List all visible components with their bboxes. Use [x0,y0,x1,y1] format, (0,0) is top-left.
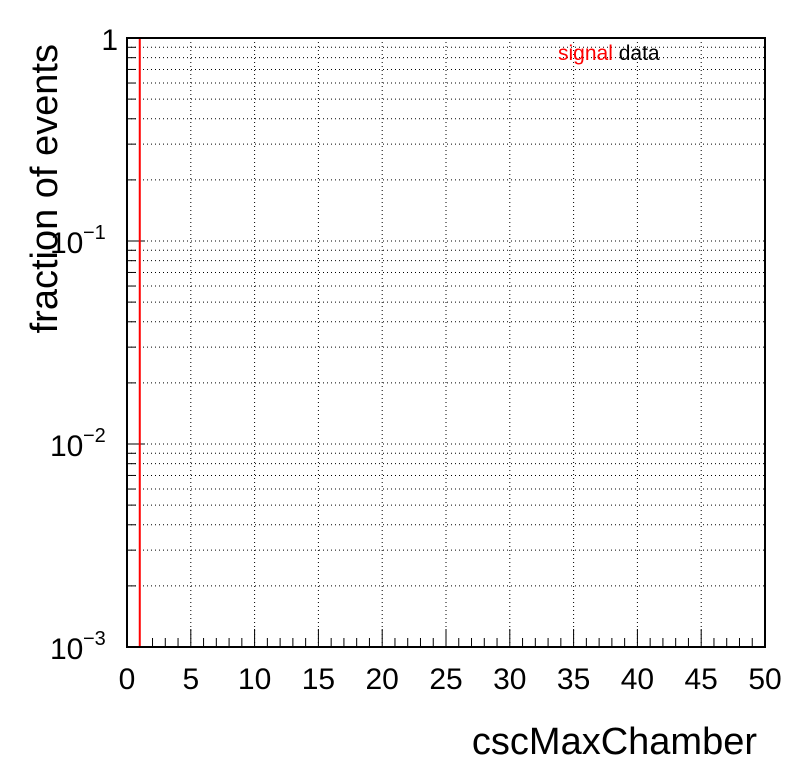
grid [127,38,765,647]
y-tick-exponent: −3 [83,628,106,650]
y-tick-exponent: −1 [83,222,106,244]
x-tick-label: 10 [238,663,271,696]
legend-label-data: data [613,42,660,65]
x-tick-label: 45 [685,663,718,696]
y-tick-label: 10 [50,227,83,260]
x-tick-label: 20 [366,663,399,696]
x-tick-label: 30 [493,663,526,696]
legend-label-signal: signal [558,42,613,65]
x-tick-label: 25 [429,663,462,696]
legend: signal data [558,42,660,65]
x-axis-title: cscMaxChamber [472,721,757,763]
x-tick-label: 5 [182,663,199,696]
legend-entries: signal data [558,42,660,65]
minor-ticks [126,37,766,648]
y-tick-label: 1 [101,24,118,57]
y-axis-title: fraction of events [24,44,66,333]
x-tick-label: 0 [119,663,136,696]
y-tick-exponent: −2 [83,425,106,447]
x-tick-labels: 0 5 10 15 20 25 30 35 40 45 50 [119,663,782,696]
y-tick-label: 10 [50,633,83,666]
y-tick-labels: 10 −310 −210 −11 [50,24,118,666]
x-tick-label: 50 [748,663,781,696]
y-tick-label: 10 [50,430,83,463]
x-tick-label: 35 [557,663,590,696]
x-tick-label: 40 [621,663,654,696]
x-tick-label: 15 [302,663,335,696]
plot-frame [126,37,766,648]
